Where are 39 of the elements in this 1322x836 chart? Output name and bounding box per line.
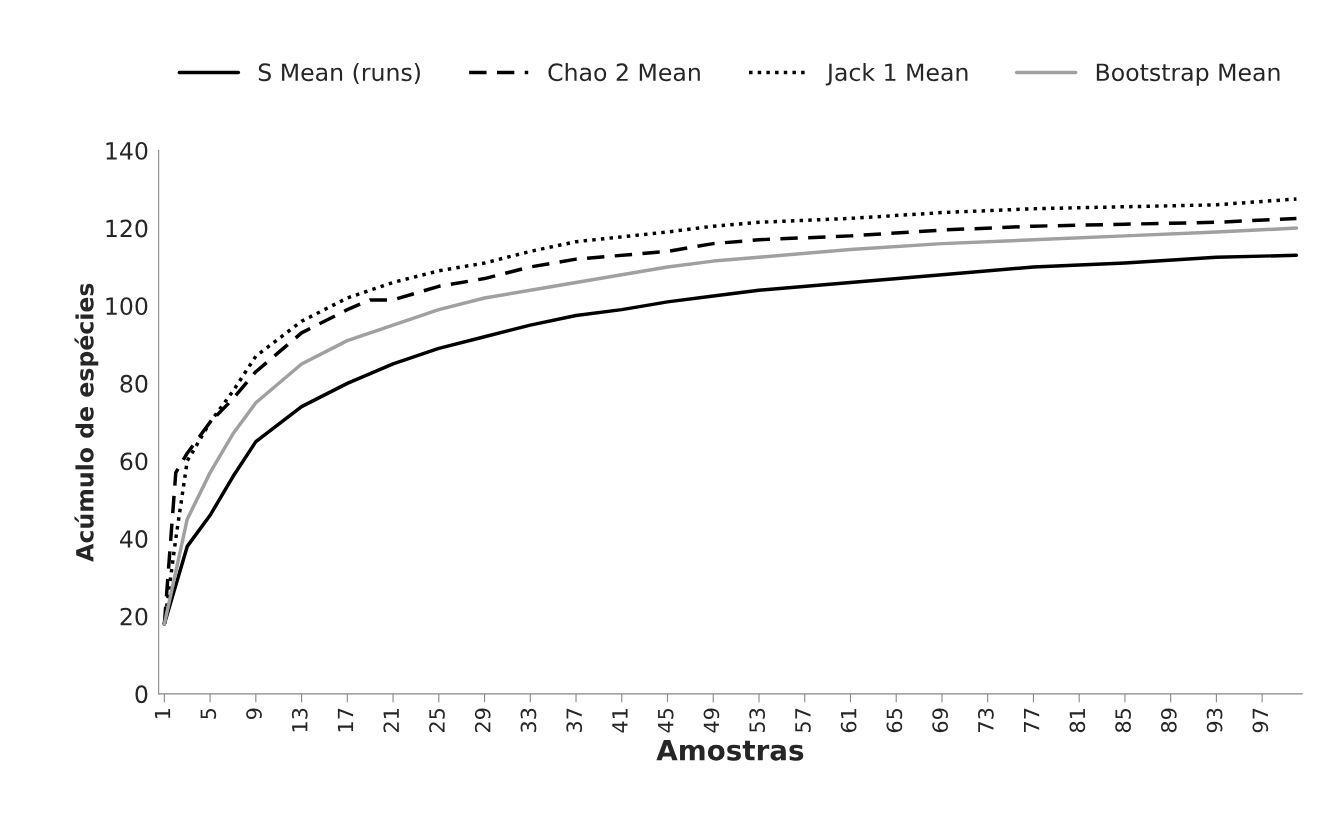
x-tick-label: 89	[1160, 708, 1177, 733]
x-tick-label: 41	[612, 709, 628, 733]
y-tick-label: 20	[120, 607, 148, 626]
legend-label: Jack 1 Mean	[825, 62, 968, 86]
y-axis-title: Acúmulo de espécies	[74, 283, 99, 562]
y-tick-label: 100	[106, 297, 148, 316]
x-tick-label: 77	[1024, 708, 1040, 732]
x-tick-label: 69	[932, 708, 948, 733]
x-tick-label: 25	[429, 708, 445, 733]
x-tick-label: 29	[474, 708, 491, 733]
x-tick-label: 49	[703, 708, 720, 733]
x-tick-label: 37	[566, 708, 583, 732]
x-tick-label: 85	[1115, 708, 1131, 733]
x-tick-label: 33	[520, 708, 537, 732]
x-tick-label: 13	[291, 708, 308, 732]
x-tick-label: 21	[383, 709, 399, 733]
x-tick-label: 9	[246, 708, 262, 720]
x-tick-label: 57	[795, 708, 811, 732]
x-axis-title: Amostras	[656, 740, 804, 761]
x-tick-label: 5	[200, 708, 217, 719]
legend-label: Chao 2 Mean	[548, 62, 700, 82]
x-tick-label: 65	[886, 708, 903, 733]
x-tick-label: 45	[658, 708, 674, 733]
y-tick-label: 80	[120, 374, 148, 393]
x-tick-label: 73	[977, 708, 994, 732]
x-tick-label: 53	[749, 708, 766, 732]
x-tick-label: 97	[1252, 708, 1269, 733]
x-tick-label: 17	[337, 708, 354, 732]
y-tick-label: 140	[106, 141, 148, 160]
x-tick-label: 93	[1206, 708, 1223, 733]
y-tick-label: 60	[120, 452, 148, 471]
x-tick-label: 81	[1069, 709, 1086, 733]
x-tick-label: 1	[154, 709, 171, 719]
legend-label: S Mean (runs)	[258, 62, 420, 84]
legend-label: Bootstrap Mean	[1096, 63, 1280, 86]
x-tick-label: 61	[840, 709, 857, 733]
y-tick-label: 40	[120, 530, 148, 548]
y-tick-label: 0	[135, 685, 148, 704]
y-tick-label: 120	[106, 219, 148, 238]
